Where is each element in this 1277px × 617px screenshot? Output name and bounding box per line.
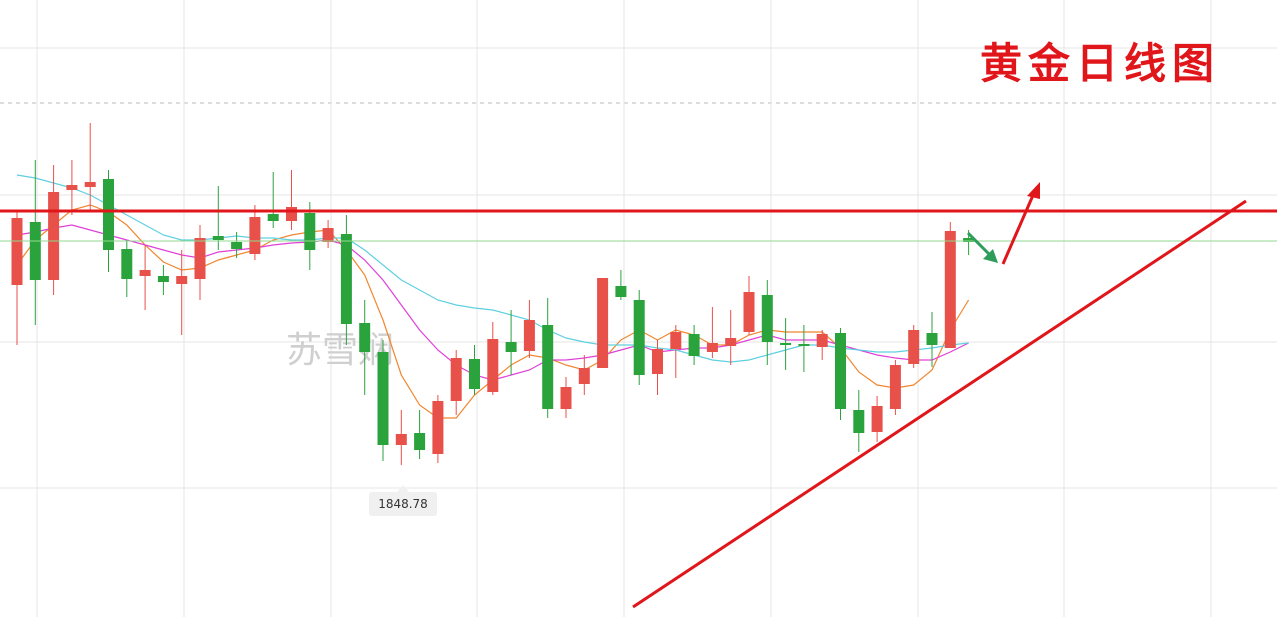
candle-body xyxy=(908,330,920,364)
candle-body xyxy=(231,242,243,249)
label-box xyxy=(369,492,437,516)
watermark: 苏雪娴 xyxy=(286,330,394,371)
candle-body xyxy=(743,292,755,332)
low-value-label: 1848.78 xyxy=(378,497,428,511)
down-arrow-head xyxy=(983,249,998,263)
candle-body xyxy=(780,343,792,345)
candle-body xyxy=(688,334,700,356)
plot xyxy=(11,123,975,466)
candle-body xyxy=(706,343,718,352)
candle-body xyxy=(286,207,297,221)
candle-body xyxy=(523,320,535,351)
candle-body xyxy=(11,218,23,285)
candle-body xyxy=(761,295,773,342)
candle-body xyxy=(359,323,371,352)
candle-body xyxy=(66,185,78,190)
candle-body xyxy=(139,270,151,276)
moving-average xyxy=(16,174,969,363)
candle-body xyxy=(798,344,810,346)
candle-body xyxy=(450,358,462,401)
candle-body xyxy=(304,213,316,250)
candle-body xyxy=(469,359,480,389)
candle-body xyxy=(944,231,956,348)
candle-body xyxy=(725,338,737,346)
candle-body xyxy=(487,339,499,392)
candle-body xyxy=(48,192,60,280)
candle-body xyxy=(505,342,517,352)
candle-body xyxy=(395,434,407,445)
candle-body xyxy=(578,368,590,384)
candle-body xyxy=(432,401,444,454)
candle-body xyxy=(249,217,261,254)
low-label: 1848.78 xyxy=(369,485,437,516)
candle-body xyxy=(414,433,426,450)
candle-body xyxy=(377,352,389,445)
candle-body xyxy=(853,410,865,433)
candle-body xyxy=(633,300,645,375)
candle-body xyxy=(121,249,133,279)
candle-body xyxy=(176,276,188,284)
candle-body xyxy=(84,182,96,187)
down-arrow xyxy=(966,231,992,257)
candle-body xyxy=(615,286,627,297)
candle-body xyxy=(889,365,901,409)
candle-body xyxy=(267,214,279,221)
candle-body xyxy=(542,325,554,409)
candle-body xyxy=(670,332,682,349)
up-arrow xyxy=(1001,192,1036,265)
label-pointer xyxy=(397,485,409,492)
candle-body xyxy=(560,387,572,409)
candle-body xyxy=(157,276,169,282)
candle-body xyxy=(926,333,938,345)
candle-body xyxy=(597,278,609,368)
candle-body xyxy=(29,222,41,280)
candle-body xyxy=(652,349,663,374)
trend-line xyxy=(632,199,1247,609)
candle-body xyxy=(835,333,846,409)
candle-body xyxy=(194,238,206,279)
candle-body xyxy=(340,234,352,324)
chart-title: 黄金日线图 xyxy=(980,39,1220,88)
annotations xyxy=(0,182,1277,609)
candle-body xyxy=(103,179,114,250)
candle-body xyxy=(871,406,883,432)
candle-body xyxy=(322,228,334,242)
up-arrow-head xyxy=(1027,182,1040,199)
candle-body xyxy=(212,236,224,240)
candle-body xyxy=(963,238,975,242)
candle-body xyxy=(816,334,828,347)
